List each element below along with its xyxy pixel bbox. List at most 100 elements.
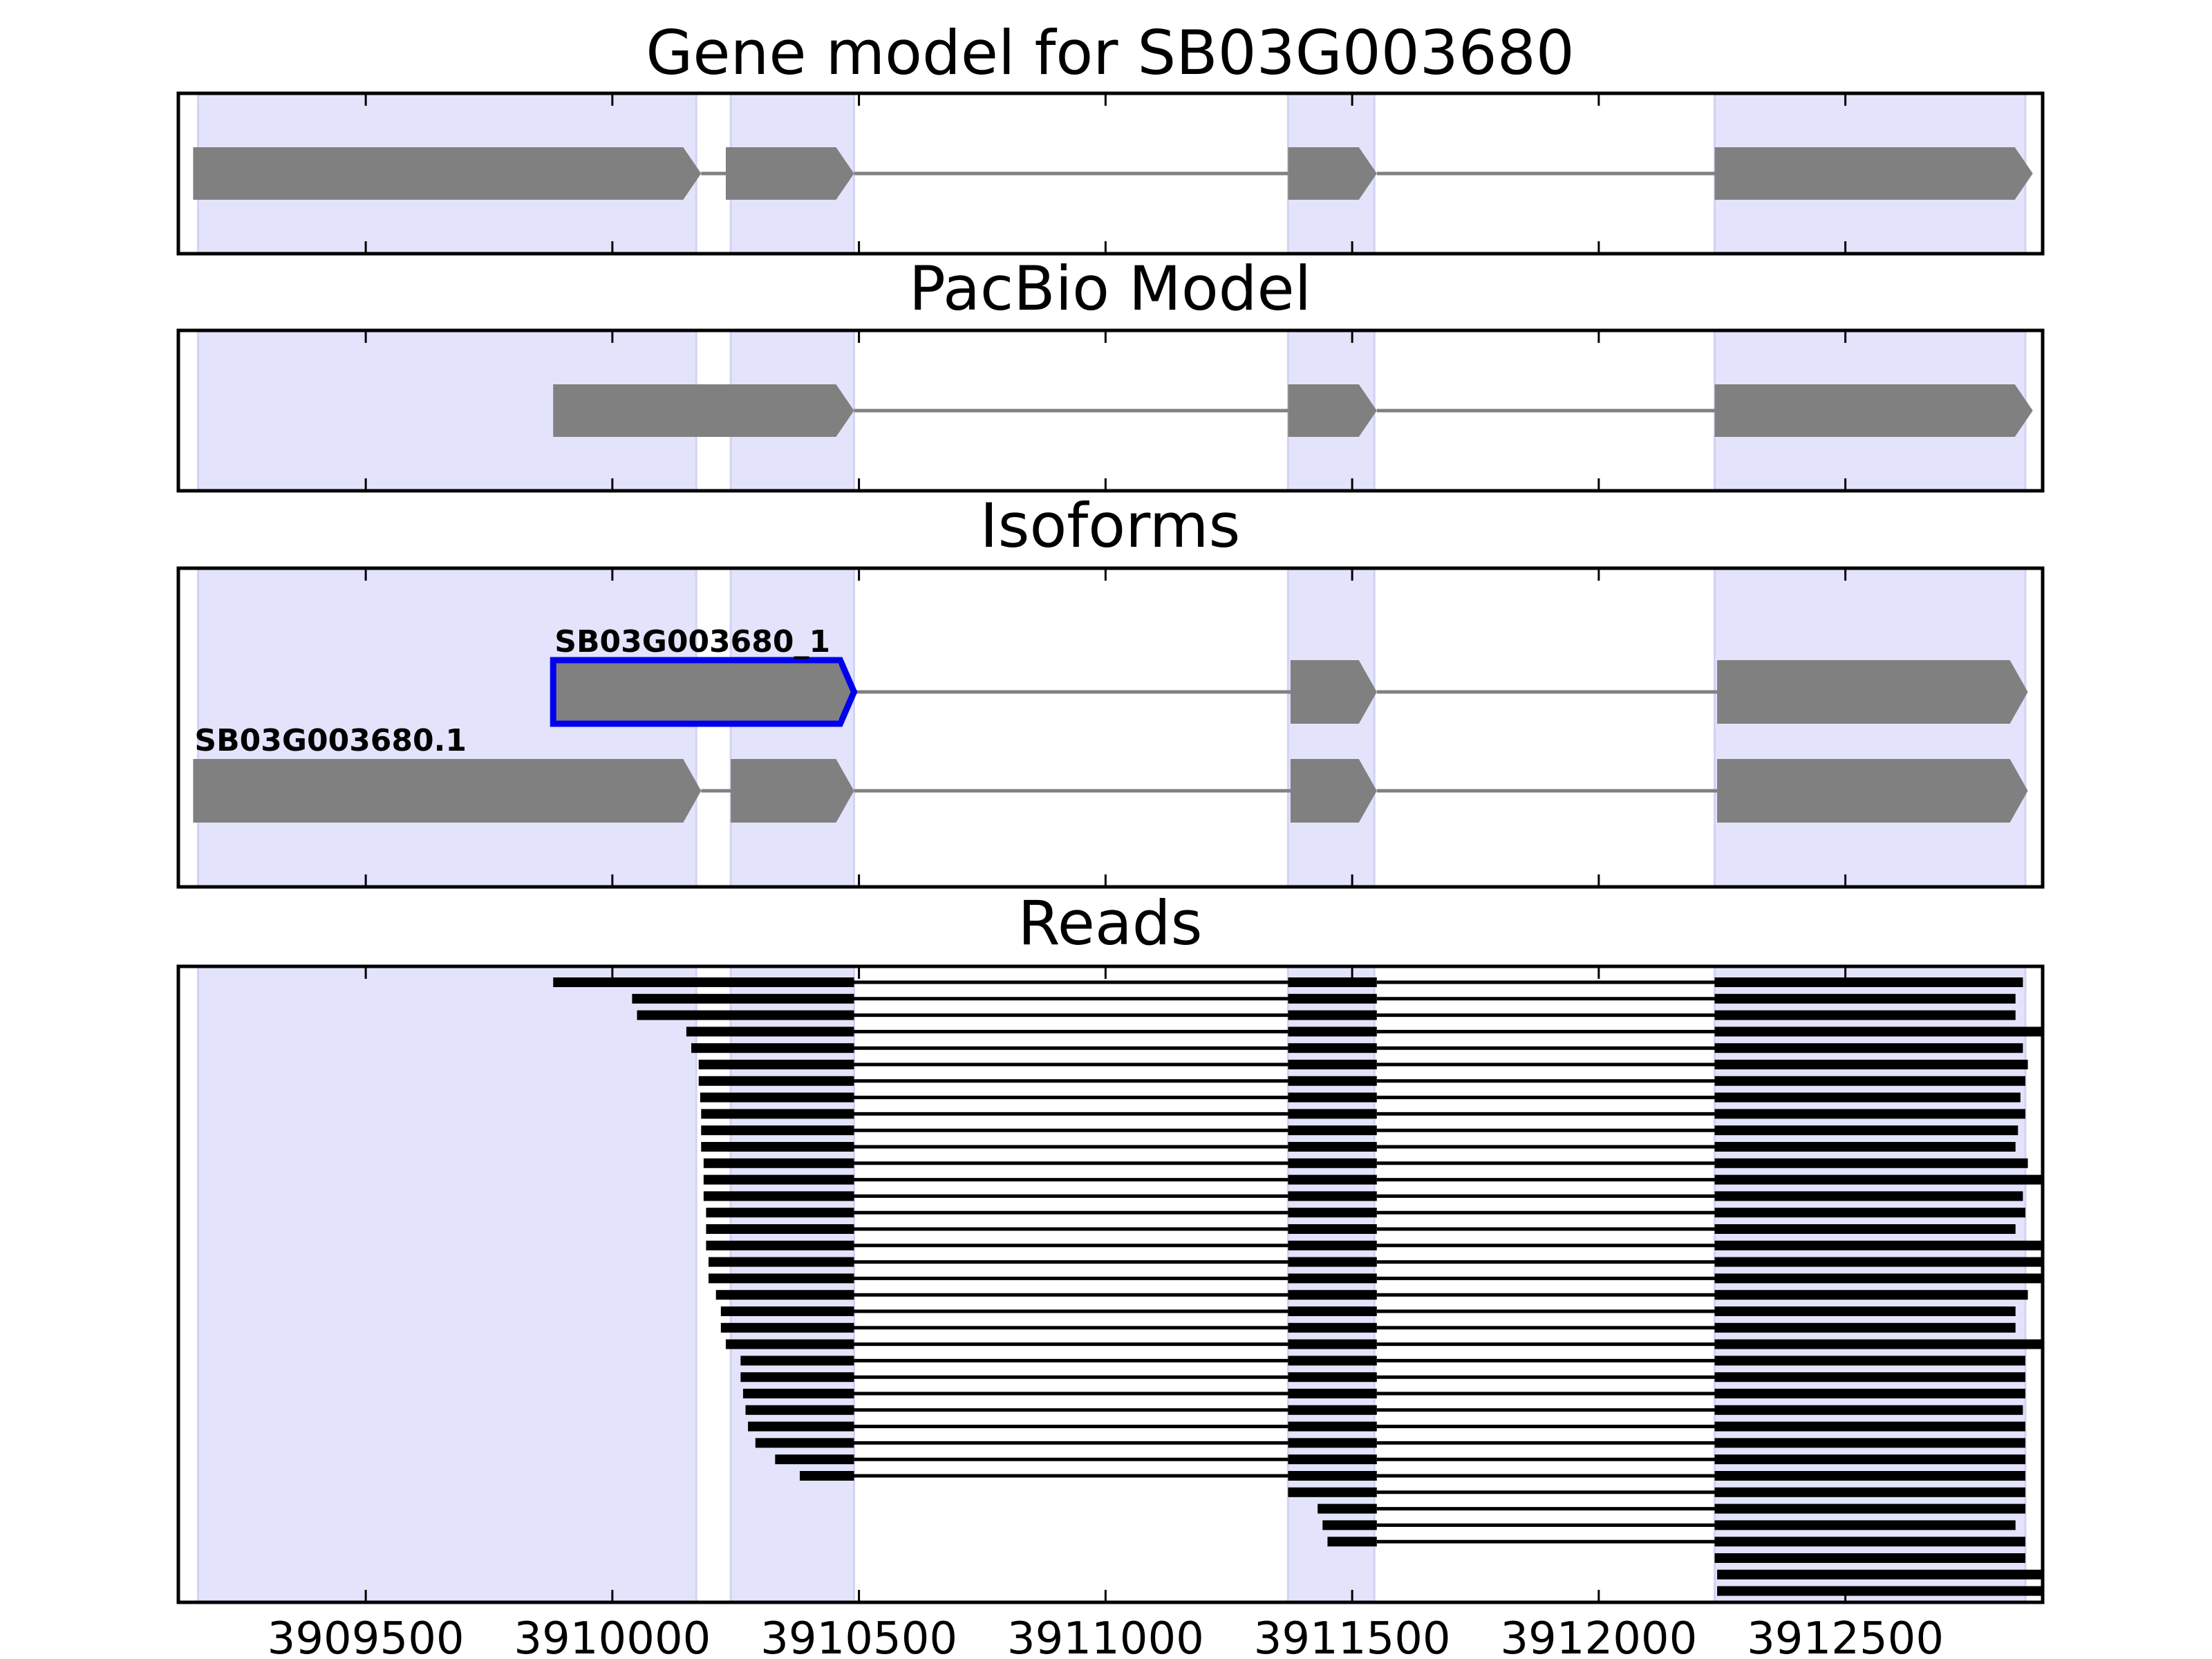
read-block xyxy=(701,1125,854,1136)
read-block xyxy=(1322,1520,1377,1530)
panel-frame xyxy=(176,566,2045,889)
read-block xyxy=(715,1290,854,1300)
read-block xyxy=(1714,1454,2026,1465)
x-tick-label: 3912500 xyxy=(1747,1613,1944,1659)
read-block xyxy=(1714,1224,2016,1234)
read-block xyxy=(709,1257,854,1267)
read-row xyxy=(740,1372,2026,1382)
read-block xyxy=(1714,1043,2023,1053)
exon-block xyxy=(1717,660,2028,724)
exon-block xyxy=(553,384,854,437)
read-block xyxy=(1288,1125,1377,1136)
read-block xyxy=(709,1273,854,1284)
x-tick-label: 3909500 xyxy=(268,1613,465,1659)
highlight-region xyxy=(197,568,697,887)
read-block xyxy=(1714,1191,2023,1201)
read-block xyxy=(637,1010,854,1020)
read-row xyxy=(706,1224,2016,1234)
read-block xyxy=(1714,1389,2026,1398)
read-row xyxy=(698,1060,2028,1069)
read-block xyxy=(775,1454,854,1465)
read-block xyxy=(700,1092,854,1103)
read-block xyxy=(1714,1322,2016,1333)
x-tick-label: 3911500 xyxy=(1254,1613,1451,1659)
read-row xyxy=(637,1010,2016,1020)
panel-title-isoforms: Isoforms xyxy=(980,490,1241,561)
read-row xyxy=(703,1174,2043,1185)
read-block xyxy=(1288,1356,1377,1366)
read-block xyxy=(720,1322,854,1333)
read-block xyxy=(748,1421,854,1432)
read-block xyxy=(1288,1158,1377,1168)
read-block xyxy=(1288,1306,1377,1316)
read-row xyxy=(706,1240,2043,1250)
exon-block xyxy=(193,759,702,823)
highlight-region xyxy=(729,568,855,887)
read-block xyxy=(1288,977,1377,987)
exon-block xyxy=(1717,759,2028,823)
read-block xyxy=(1714,1125,2018,1136)
read-block xyxy=(701,1109,854,1119)
x-tick-label: 3910000 xyxy=(514,1613,711,1659)
read-block xyxy=(800,1471,854,1481)
read-block xyxy=(1714,1010,2016,1020)
read-row xyxy=(1717,1569,2043,1580)
read-block xyxy=(1714,1421,2026,1432)
read-block xyxy=(1318,1503,1377,1514)
panel-title-gene-model: Gene model for SB03G003680 xyxy=(646,17,1575,88)
read-block xyxy=(1288,1092,1377,1103)
highlight-region xyxy=(1714,568,2027,887)
read-row xyxy=(720,1306,2016,1316)
read-block xyxy=(1714,1537,2026,1547)
read-block xyxy=(725,1339,854,1349)
read-block xyxy=(1327,1537,1377,1547)
read-block xyxy=(1288,1076,1377,1086)
panel-frame xyxy=(176,328,2045,493)
read-row xyxy=(1717,1586,2043,1596)
read-row xyxy=(1288,1487,2026,1497)
read-block xyxy=(1714,1208,2026,1218)
read-row xyxy=(701,1125,2018,1136)
read-block xyxy=(1714,1405,2023,1415)
read-row xyxy=(1714,1553,2026,1563)
read-block xyxy=(1288,1043,1377,1053)
read-block xyxy=(703,1191,854,1201)
exon-block xyxy=(193,147,702,200)
read-row xyxy=(1327,1537,2026,1547)
read-block xyxy=(1714,1520,2016,1530)
exon-block xyxy=(1714,147,2033,200)
read-block xyxy=(1714,1158,2028,1168)
isoforms-panel: SB03G003680_1 SB03G003680.1 xyxy=(193,568,2028,887)
read-block xyxy=(1288,1060,1377,1069)
read-block xyxy=(1714,977,2023,987)
read-block xyxy=(1714,1060,2028,1069)
exon-block xyxy=(1714,384,2033,437)
read-block xyxy=(1714,1503,2026,1514)
reads-panel xyxy=(197,966,2043,1602)
read-row xyxy=(725,1339,2043,1349)
read-row xyxy=(720,1322,2016,1333)
read-block xyxy=(1714,1290,2028,1300)
read-block xyxy=(745,1405,854,1415)
read-block xyxy=(1714,1174,2043,1185)
isoform-label: SB03G003680.1 xyxy=(194,723,467,758)
exon-block xyxy=(731,759,854,823)
read-block xyxy=(740,1356,854,1366)
panel-title-reads: Reads xyxy=(1018,888,1203,959)
selected-isoform-outline xyxy=(550,657,858,727)
read-row xyxy=(703,1158,2028,1168)
read-block xyxy=(1288,1224,1377,1234)
read-block xyxy=(1288,1142,1377,1152)
read-block xyxy=(1288,1010,1377,1020)
pacbio-model-panel xyxy=(197,330,2033,491)
read-row xyxy=(775,1454,2026,1465)
read-row xyxy=(742,1389,2026,1398)
read-block xyxy=(1288,1322,1377,1333)
highlight-region xyxy=(197,966,697,1602)
read-block xyxy=(1288,1405,1377,1415)
read-block xyxy=(1714,1240,2043,1250)
exon-block xyxy=(1288,384,1377,437)
read-row xyxy=(1318,1503,2026,1514)
read-block xyxy=(1288,1454,1377,1465)
